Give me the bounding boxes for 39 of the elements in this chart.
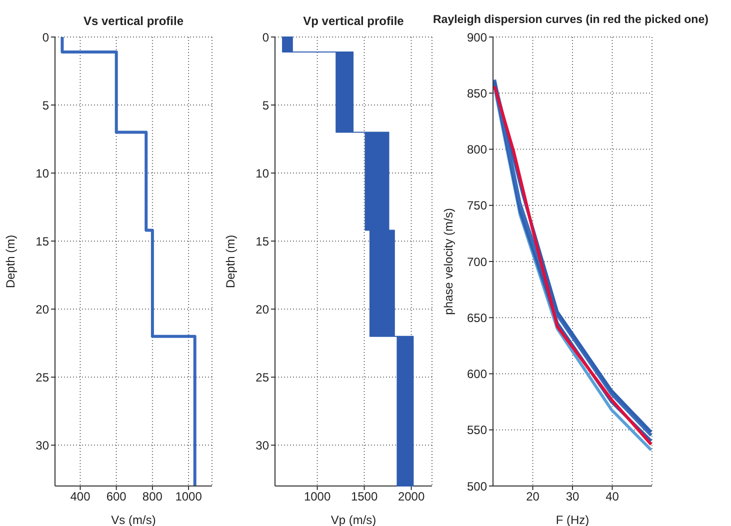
y-tick-label: 20 [36,302,50,316]
chart-title: Rayleigh dispersion curves (in red the picked one) [433,14,708,26]
y-axis-title: Depth (m) [3,234,18,288]
y-tick-label: 25 [36,370,50,384]
y-tick-label: 850 [466,86,488,100]
y-tick-label: 600 [466,367,488,382]
y-tick-label: 0 [42,30,50,44]
y-tick-label: 650 [466,310,488,325]
x-tick-label: 1000 [175,490,202,504]
y-tick-label: 20 [256,302,270,316]
y-tick-label: 900 [466,30,488,44]
y-tick-label: 15 [36,234,50,248]
y-tick-label: 30 [256,438,270,452]
y-tick-label: 5 [42,98,50,112]
y-tick-label: 25 [256,370,270,384]
y-tick-label: 700 [466,254,488,269]
x-tick-label: 2000 [398,490,425,504]
chart-title: Vs vertical profile [82,14,185,28]
y-tick-label: 5 [262,98,270,112]
x-tick-label: 30 [566,490,580,504]
y-axis-title: phase velocity (m/s) [441,208,456,315]
y-tick-label: 0 [262,30,270,44]
x-tick-label: 400 [70,490,91,504]
y-tick-label: 10 [256,166,270,180]
x-tick-label: 40 [606,490,620,504]
y-tick-label: 750 [466,198,488,213]
x-tick-label: 1000 [304,490,331,504]
y-tick-label: 30 [36,438,50,452]
x-tick-label: 600 [106,490,127,504]
y-axis-title: Depth (m) [223,234,238,288]
y-tick-label: 800 [466,142,488,157]
x-tick-label: 800 [142,490,163,504]
y-tick-label: 500 [466,479,488,494]
y-tick-label: 550 [466,423,488,438]
y-tick-label: 15 [256,234,270,248]
y-tick-label: 10 [36,166,50,180]
x-tick-label: 1500 [350,490,378,504]
chart-title: Vp vertical profile [302,14,405,28]
x-tick-label: 20 [526,490,540,504]
